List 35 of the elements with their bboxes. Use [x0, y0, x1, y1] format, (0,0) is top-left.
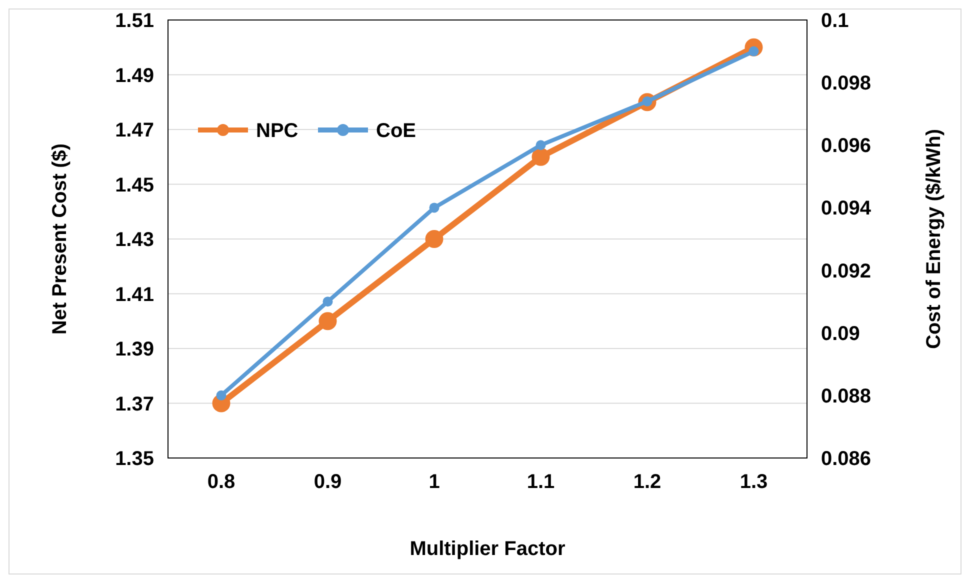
- y2-tick-label: 0.09: [821, 322, 860, 345]
- y-tick-label: 1.39: [115, 338, 154, 360]
- y2-tick-label: 0.096: [821, 135, 872, 158]
- y-tick-label: 1.37: [115, 393, 154, 416]
- x-tick-label: 0.8: [207, 471, 236, 493]
- y2-tick-label: 0.098: [821, 72, 872, 95]
- point: [536, 140, 546, 150]
- y-tick-label: 1.41: [115, 284, 154, 306]
- legend-label: CoE: [376, 120, 416, 142]
- x-tick-label: 0.9: [314, 471, 342, 493]
- y-tick-label: 1.35: [115, 448, 154, 470]
- x-tick-label: 1.3: [740, 471, 768, 493]
- point: [429, 202, 440, 213]
- y-tick-label: 1.49: [115, 64, 154, 87]
- y2-tick-label: 0.094: [821, 198, 872, 220]
- x-tick-label: 1: [428, 471, 440, 493]
- point: [532, 148, 550, 166]
- y-tick-label: 1.45: [115, 174, 154, 196]
- y-axis-title: Net Present Cost ($): [49, 143, 71, 335]
- y-tick-label: 1.51: [115, 10, 154, 32]
- y2-tick-label: 0.086: [821, 448, 872, 470]
- y2-tick-label: 0.092: [821, 260, 872, 282]
- point: [322, 296, 333, 307]
- point: [318, 312, 337, 330]
- y2-tick-label: 0.1: [821, 10, 849, 32]
- y-tick-label: 1.43: [115, 229, 154, 251]
- point: [216, 390, 226, 400]
- legend-label: NPC: [256, 120, 298, 142]
- x-tick-label: 1.1: [526, 471, 555, 493]
- y2-axis-title: Cost of Energy ($/kWh): [923, 128, 945, 350]
- x-tick-label: 1.2: [633, 471, 662, 493]
- x-axis-title: Multiplier Factor: [410, 538, 566, 560]
- point: [425, 230, 444, 248]
- y2-tick-label: 0.088: [821, 385, 872, 408]
- y-tick-label: 1.47: [115, 120, 154, 142]
